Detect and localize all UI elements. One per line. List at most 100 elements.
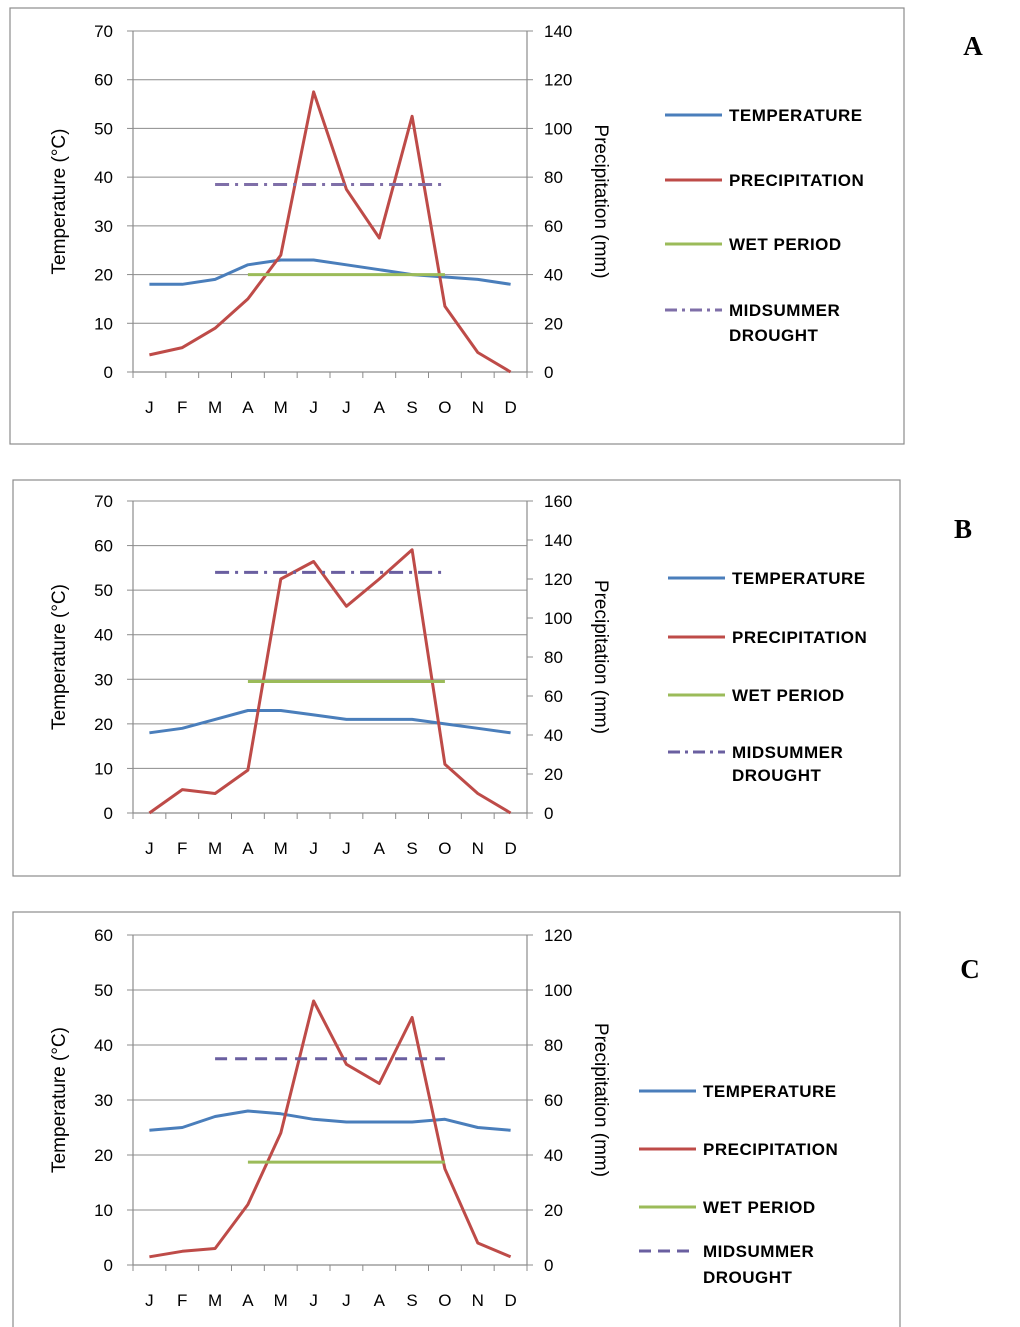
y-tick-label: 20: [94, 715, 113, 734]
y2-tick-label: 60: [544, 1091, 563, 1110]
y2-tick-label: 20: [544, 314, 563, 333]
x-tick-label: O: [438, 1291, 451, 1310]
y2-tick-label: 0: [544, 363, 553, 382]
y-tick-label: 40: [94, 168, 113, 187]
y2-tick-label: 100: [544, 981, 572, 1000]
y-tick-label: 0: [104, 804, 113, 823]
legend-label: TEMPERATURE: [703, 1082, 837, 1101]
x-tick-label: J: [309, 1291, 318, 1310]
y2-tick-label: 60: [544, 217, 563, 236]
legend: TEMPERATURE PRECIPITATION WET PERIOD MIDSUM…: [639, 1082, 838, 1287]
legend: TEMPERATURE PRECIPITATION WET PERIOD MIDSUM…: [665, 106, 864, 345]
x-tick-label: A: [242, 839, 254, 858]
y2-tick-label: 80: [544, 1036, 563, 1055]
x-tick-label: N: [472, 1291, 484, 1310]
y-tick-label: 50: [94, 119, 113, 138]
panel-label: A: [963, 31, 983, 61]
x-tick-label: S: [406, 398, 417, 417]
legend-label: PRECIPITATION: [729, 171, 864, 190]
legend-label: MIDSUMMER: [729, 301, 840, 320]
x-tick-label: N: [472, 398, 484, 417]
legend-label: DROUGHT: [703, 1268, 793, 1287]
legend-label: WET PERIOD: [729, 235, 842, 254]
x-tick-label: J: [342, 1291, 351, 1310]
x-tick-label: D: [504, 839, 516, 858]
y-tick-label: 10: [94, 759, 113, 778]
x-tick-label: M: [274, 1291, 288, 1310]
x-tick-label: A: [242, 398, 254, 417]
x-tick-label: D: [504, 1291, 516, 1310]
y2-tick-label: 0: [544, 804, 553, 823]
legend-label: DROUGHT: [732, 766, 822, 785]
y2-tick-label: 140: [544, 531, 572, 550]
y-tick-label: 10: [94, 1201, 113, 1220]
series-precipitation-line: [149, 90, 512, 374]
chart-frame: [12, 911, 901, 1327]
legend-label: WET PERIOD: [732, 686, 845, 705]
y2-tick-label: 40: [544, 1146, 563, 1165]
legend-label: MIDSUMMER: [703, 1242, 814, 1261]
x-tick-label: M: [208, 398, 222, 417]
y2-tick-label: 40: [544, 266, 563, 285]
series-temperature-line: [149, 709, 511, 735]
y2-tick-label: 160: [544, 492, 572, 511]
x-tick-label: J: [145, 839, 154, 858]
x-tick-label: J: [145, 1291, 154, 1310]
x-tick-label: A: [374, 1291, 386, 1310]
y2-tick-label: 140: [544, 22, 572, 41]
x-tick-label: M: [208, 839, 222, 858]
chart-panel-c: 0 10 20 30 40 50 60 0 20 40 60 80 100 120 J F M A M J J A S O N D…: [12, 911, 980, 1327]
x-tick-label: S: [406, 1291, 417, 1310]
y2-tick-label: 80: [544, 168, 563, 187]
y-tick-label: 70: [94, 22, 113, 41]
x-tick-label: J: [309, 839, 318, 858]
y-axis-title: Temperature (°C): [49, 584, 70, 730]
legend-label: PRECIPITATION: [703, 1140, 838, 1159]
x-tick-label: A: [374, 839, 386, 858]
legend-label: WET PERIOD: [703, 1198, 816, 1217]
y-tick-label: 70: [94, 492, 113, 511]
y2-axis-title: Precipitation (mm): [590, 580, 611, 734]
y-tick-label: 40: [94, 1036, 113, 1055]
y2-tick-label: 40: [544, 726, 563, 745]
y-axis-title: Temperature (°C): [49, 1027, 70, 1173]
x-tick-label: D: [504, 398, 516, 417]
y-tick-label: 60: [94, 71, 113, 90]
x-tick-label: N: [472, 839, 484, 858]
panel-label: C: [960, 954, 980, 984]
y-tick-label: 20: [94, 266, 113, 285]
x-tick-label: S: [406, 839, 417, 858]
series-precipitation-line: [149, 999, 512, 1259]
y2-tick-label: 60: [544, 687, 563, 706]
chart-panel-a: 0 10 20 30 40 50 60 70 0 20 40 60 80 100 120 140 J F M A M J J…: [9, 7, 983, 445]
series-temperature-line: [149, 258, 511, 286]
series-temperature-line: [149, 1109, 511, 1132]
y-tick-label: 0: [104, 1256, 113, 1275]
legend-label: MIDSUMMER: [732, 743, 843, 762]
x-tick-label: J: [342, 398, 351, 417]
legend-label: DROUGHT: [729, 326, 819, 345]
x-tick-label: M: [274, 398, 288, 417]
legend: TEMPERATURE PRECIPITATION WET PERIOD MIDSUM…: [668, 569, 867, 785]
x-tick-label: M: [274, 839, 288, 858]
x-tick-label: F: [177, 839, 187, 858]
x-tick-label: O: [438, 398, 451, 417]
y-tick-label: 30: [94, 217, 113, 236]
y-tick-label: 50: [94, 981, 113, 1000]
chart-panel-b: 0 10 20 30 40 50 60 70 0 20 40 60 80 100 120 140 160 J F M A…: [12, 479, 972, 877]
legend-label: PRECIPITATION: [732, 628, 867, 647]
series-precipitation-line: [148, 548, 512, 815]
x-tick-label: F: [177, 398, 187, 417]
x-tick-label: F: [177, 1291, 187, 1310]
y2-tick-label: 120: [544, 926, 572, 945]
x-tick-label: O: [438, 839, 451, 858]
x-tick-label: A: [374, 398, 386, 417]
y2-tick-label: 120: [544, 71, 572, 90]
y2-tick-label: 100: [544, 119, 572, 138]
y-tick-label: 40: [94, 626, 113, 645]
y-tick-label: 60: [94, 926, 113, 945]
y-tick-label: 30: [94, 1091, 113, 1110]
y2-tick-label: 20: [544, 1201, 563, 1220]
y-tick-label: 60: [94, 537, 113, 556]
